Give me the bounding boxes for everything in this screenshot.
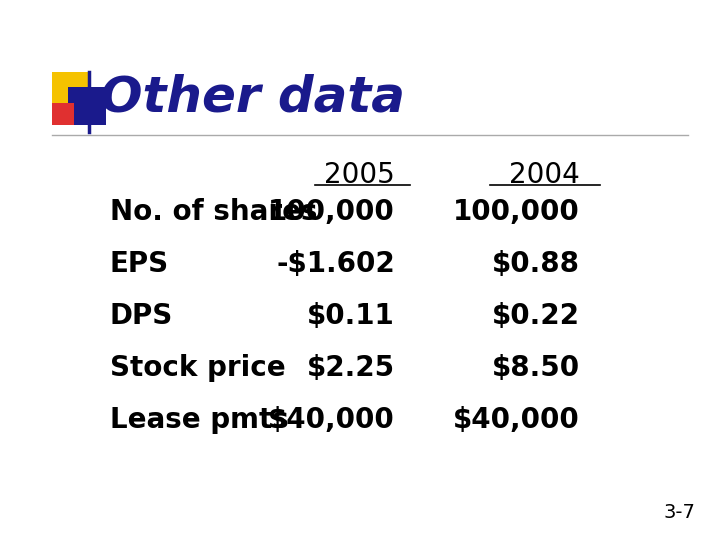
Text: DPS: DPS [110, 302, 174, 330]
Text: $40,000: $40,000 [269, 406, 395, 434]
FancyBboxPatch shape [52, 103, 74, 125]
Text: $0.11: $0.11 [307, 302, 395, 330]
Text: $0.88: $0.88 [492, 250, 580, 278]
Text: $0.22: $0.22 [492, 302, 580, 330]
FancyBboxPatch shape [68, 87, 106, 125]
FancyBboxPatch shape [60, 89, 90, 117]
Text: 3-7: 3-7 [663, 503, 695, 522]
Text: Lease pmts: Lease pmts [110, 406, 289, 434]
Text: Other data: Other data [100, 74, 405, 122]
Text: No. of shares: No. of shares [110, 198, 318, 226]
Text: Stock price: Stock price [110, 354, 286, 382]
Text: 100,000: 100,000 [454, 198, 580, 226]
FancyBboxPatch shape [52, 72, 90, 110]
Text: -$1.602: -$1.602 [276, 250, 395, 278]
Text: 2004: 2004 [509, 161, 580, 189]
Text: $8.50: $8.50 [492, 354, 580, 382]
Text: EPS: EPS [110, 250, 169, 278]
Text: $40,000: $40,000 [454, 406, 580, 434]
Text: 100,000: 100,000 [269, 198, 395, 226]
Text: $2.25: $2.25 [307, 354, 395, 382]
Text: 2005: 2005 [324, 161, 395, 189]
